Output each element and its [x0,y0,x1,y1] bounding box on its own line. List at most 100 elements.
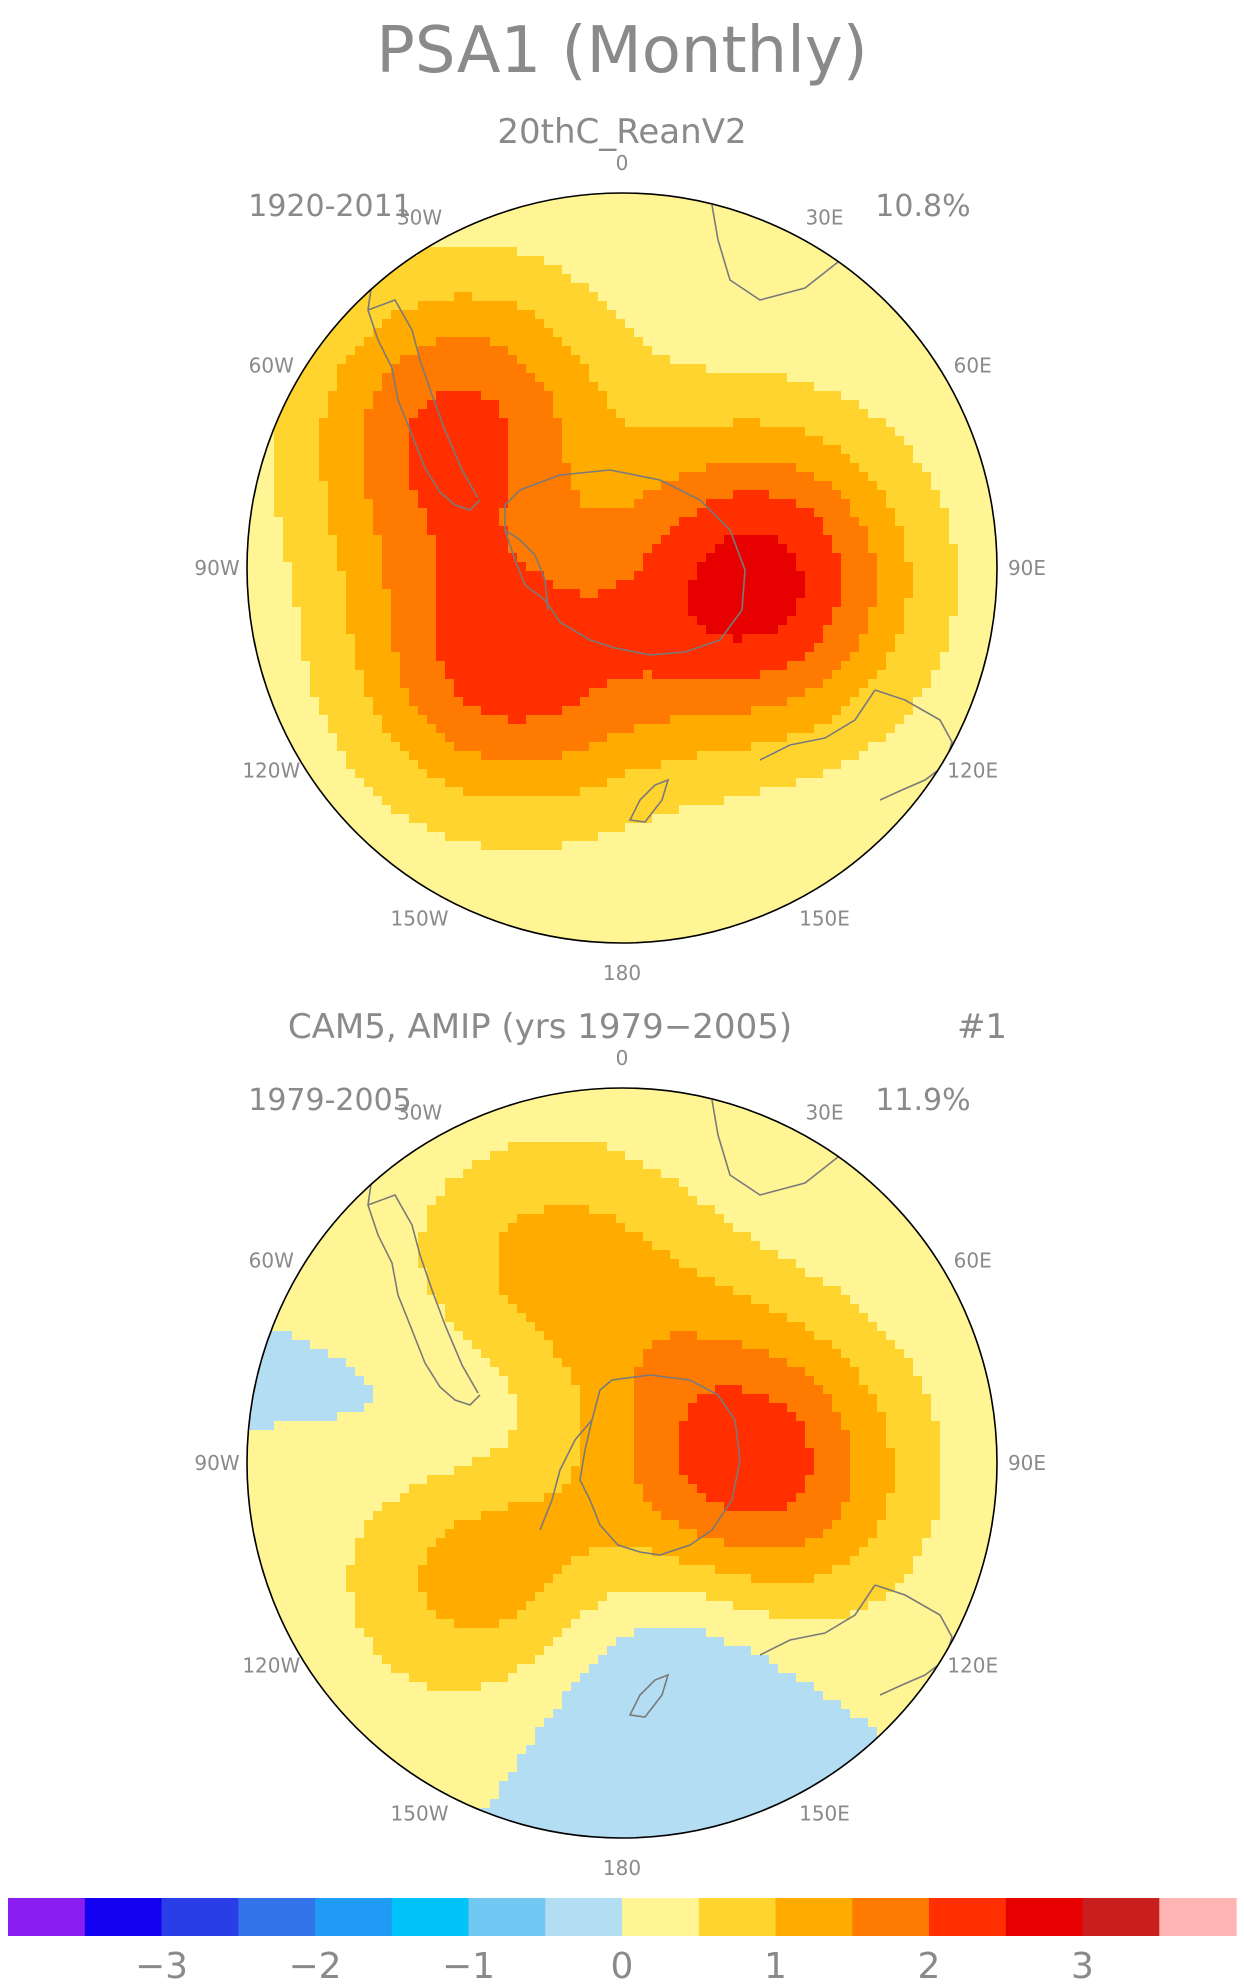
panel-1-contour-cell [562,616,572,626]
panel-1-contour-cell [778,571,788,581]
panel-1-contour-cell [418,418,428,428]
panel-1-contour-cell [976,436,986,446]
panel-1-contour-cell [841,499,851,509]
panel-1-contour-cell [688,760,698,770]
panel-1-contour-cell [643,643,653,653]
panel-1-contour-cell [787,337,797,347]
panel-1-contour-cell [760,436,770,446]
panel-1-contour-cell [877,463,887,473]
panel-1-contour-cell [544,517,554,527]
panel-1-contour-cell [571,589,581,599]
panel-1-contour-cell [634,625,644,635]
panel-1-contour-cell [769,418,779,428]
panel-1-contour-cell [742,292,752,302]
panel-1-contour-cell [391,715,401,725]
panel-1-contour-cell [652,346,662,356]
panel-1-contour-cell [301,553,311,563]
panel-1-contour-cell [787,688,797,698]
panel-1-contour-cell [688,229,698,239]
panel-1-contour-cell [787,418,797,428]
panel-1-contour-cell [517,319,527,329]
panel-1-contour-cell [607,571,617,581]
panel-1-contour-cell [841,733,851,743]
panel-1-contour-cell [940,499,950,509]
panel-1-contour-cell [436,418,446,428]
panel-1-contour-cell [886,436,896,446]
panel-1-contour-cell [805,607,815,617]
panel-1-contour-cell [319,571,329,581]
panel-1-contour-cell [598,769,608,779]
panel-1-contour-cell [841,427,851,437]
panel-1-contour-cell [904,652,914,662]
panel-1-contour-cell [463,652,473,662]
panel-1-contour-cell [364,292,374,302]
panel-1-contour-cell [418,337,428,347]
panel-1-contour-cell [931,679,941,689]
panel-1-contour-cell [463,751,473,761]
panel-1-contour-cell [877,796,887,806]
panel-1-contour-cell [679,436,689,446]
panel-1-contour-cell [292,418,302,428]
panel-1-contour-cell [508,742,518,752]
panel-1-contour-cell [625,256,635,266]
panel-1-contour-cell [418,247,428,257]
panel-1-contour-cell [445,535,455,545]
panel-1-contour-cell [805,634,815,644]
panel-1-contour-cell [535,535,545,545]
panel-1-contour-cell [472,274,482,284]
panel-1-contour-cell [634,355,644,365]
panel-1-contour-cell [544,751,554,761]
panel-1-contour-cell [814,751,824,761]
panel-1-contour-cell [508,580,518,590]
panel-1-contour-cell [508,688,518,698]
panel-1-contour-cell [400,769,410,779]
panel-1-contour-cell [553,418,563,428]
panel-1-contour-cell [715,751,725,761]
panel-1-contour-cell [643,733,653,743]
panel-1-contour-cell [886,670,896,680]
panel-1-contour-cell [787,634,797,644]
panel-1-contour-cell [391,508,401,518]
panel-1-contour-cell [436,445,446,455]
panel-1-contour-cell [742,562,752,572]
panel-1-contour-cell [814,517,824,527]
panel-1-contour-cell [409,580,419,590]
panel-1-contour-cell [445,508,455,518]
panel-1-contour-cell [400,706,410,716]
panel-1-contour-cell [445,661,455,671]
panel-1-contour-cell [418,571,428,581]
panel-1-contour-cell [868,715,878,725]
panel-1-contour-cell [382,535,392,545]
panel-1-contour-cell [508,526,518,536]
panel-1-contour-cell [499,283,509,293]
panel-1-contour-cell [805,292,815,302]
panel-1-contour-cell [490,724,500,734]
panel-1-contour-cell [625,778,635,788]
panel-1-contour-cell [688,562,698,572]
panel-1-contour-cell [832,283,842,293]
panel-1-contour-cell [535,571,545,581]
panel-1-contour-cell [652,688,662,698]
panel-1-contour-cell [463,760,473,770]
panel-1-contour-cell [292,670,302,680]
panel-1-contour-cell [427,796,437,806]
panel-1-contour-cell [517,274,527,284]
panel-1-contour-cell [841,355,851,365]
panel-1-contour-cell [346,580,356,590]
panel-1-contour-cell [697,724,707,734]
panel-1-contour-cell [697,562,707,572]
panel-1-contour-cell [526,679,536,689]
panel-1-contour-cell [373,310,383,320]
panel-1-contour-cell [688,400,698,410]
panel-1-contour-cell [256,616,266,626]
panel-1-contour-cell [580,607,590,617]
panel-1-contour-cell [589,769,599,779]
panel-1-contour-cell [733,580,743,590]
panel-1-contour-cell [958,463,968,473]
panel-1-contour-cell [382,499,392,509]
panel-1-contour-cell [517,679,527,689]
panel-1-contour-cell [607,769,617,779]
panel-1-contour-cell [868,436,878,446]
panel-1-contour-cell [895,697,905,707]
panel-1-contour-cell [850,427,860,437]
